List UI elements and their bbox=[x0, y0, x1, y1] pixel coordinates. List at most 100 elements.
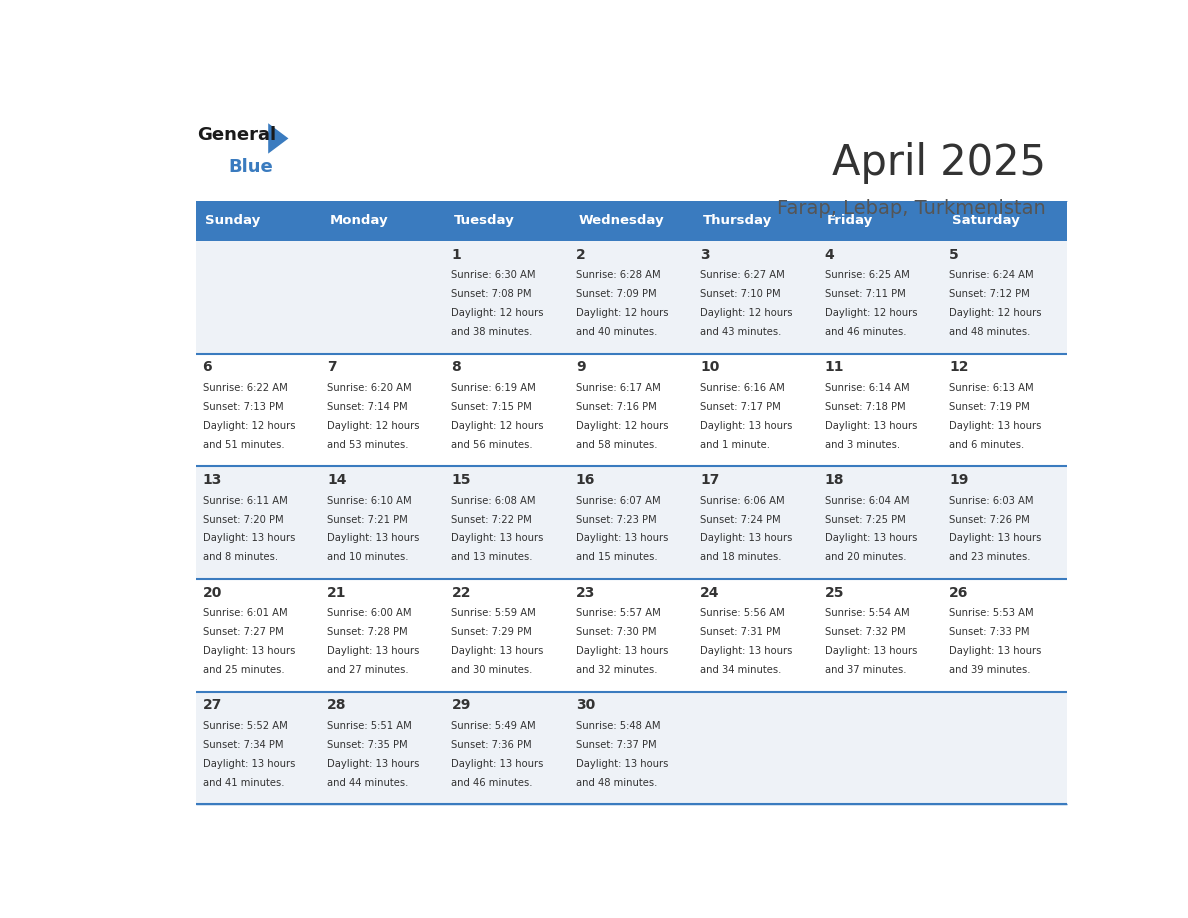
Text: Daylight: 13 hours: Daylight: 13 hours bbox=[203, 759, 295, 768]
Text: Sunset: 7:10 PM: Sunset: 7:10 PM bbox=[700, 289, 781, 299]
Text: Sunset: 7:33 PM: Sunset: 7:33 PM bbox=[949, 627, 1030, 637]
Text: Daylight: 13 hours: Daylight: 13 hours bbox=[700, 533, 792, 543]
FancyBboxPatch shape bbox=[694, 201, 819, 241]
Text: Monday: Monday bbox=[329, 214, 388, 228]
Text: Saturday: Saturday bbox=[952, 214, 1019, 228]
Text: 6: 6 bbox=[203, 361, 213, 375]
Text: and 56 minutes.: and 56 minutes. bbox=[451, 440, 533, 450]
Text: 8: 8 bbox=[451, 361, 461, 375]
Text: and 25 minutes.: and 25 minutes. bbox=[203, 665, 284, 675]
Text: Sunrise: 6:24 AM: Sunrise: 6:24 AM bbox=[949, 270, 1034, 280]
Text: Sunrise: 6:04 AM: Sunrise: 6:04 AM bbox=[824, 496, 909, 506]
Text: 14: 14 bbox=[327, 473, 347, 487]
Text: Daylight: 13 hours: Daylight: 13 hours bbox=[203, 533, 295, 543]
Text: and 6 minutes.: and 6 minutes. bbox=[949, 440, 1024, 450]
Text: Sunrise: 6:08 AM: Sunrise: 6:08 AM bbox=[451, 496, 536, 506]
FancyBboxPatch shape bbox=[943, 201, 1067, 241]
Text: 19: 19 bbox=[949, 473, 968, 487]
FancyBboxPatch shape bbox=[819, 353, 943, 466]
Text: Sunset: 7:29 PM: Sunset: 7:29 PM bbox=[451, 627, 532, 637]
Text: Daylight: 12 hours: Daylight: 12 hours bbox=[451, 420, 544, 431]
Text: Sunrise: 5:54 AM: Sunrise: 5:54 AM bbox=[824, 609, 909, 618]
Text: Sunrise: 6:03 AM: Sunrise: 6:03 AM bbox=[949, 496, 1034, 506]
Text: Daylight: 13 hours: Daylight: 13 hours bbox=[949, 533, 1042, 543]
Text: and 46 minutes.: and 46 minutes. bbox=[451, 778, 533, 788]
Text: Farap, Lebap, Turkmenistan: Farap, Lebap, Turkmenistan bbox=[777, 198, 1047, 218]
Text: Sunset: 7:08 PM: Sunset: 7:08 PM bbox=[451, 289, 532, 299]
Text: 9: 9 bbox=[576, 361, 586, 375]
Text: Sunset: 7:27 PM: Sunset: 7:27 PM bbox=[203, 627, 284, 637]
Text: and 38 minutes.: and 38 minutes. bbox=[451, 327, 533, 337]
FancyBboxPatch shape bbox=[446, 241, 570, 353]
Polygon shape bbox=[268, 123, 289, 153]
Text: and 53 minutes.: and 53 minutes. bbox=[327, 440, 409, 450]
Text: Sunset: 7:13 PM: Sunset: 7:13 PM bbox=[203, 402, 283, 412]
FancyBboxPatch shape bbox=[943, 241, 1067, 353]
FancyBboxPatch shape bbox=[196, 241, 321, 353]
Text: Daylight: 13 hours: Daylight: 13 hours bbox=[327, 646, 419, 656]
Text: Sunrise: 5:59 AM: Sunrise: 5:59 AM bbox=[451, 609, 536, 618]
Text: Sunset: 7:17 PM: Sunset: 7:17 PM bbox=[700, 402, 781, 412]
FancyBboxPatch shape bbox=[196, 466, 321, 579]
Text: 26: 26 bbox=[949, 586, 968, 599]
Text: Daylight: 13 hours: Daylight: 13 hours bbox=[451, 759, 544, 768]
Text: Daylight: 13 hours: Daylight: 13 hours bbox=[700, 646, 792, 656]
Text: Daylight: 12 hours: Daylight: 12 hours bbox=[949, 308, 1042, 318]
FancyBboxPatch shape bbox=[943, 579, 1067, 691]
Text: Sunrise: 6:17 AM: Sunrise: 6:17 AM bbox=[576, 383, 661, 393]
Text: 13: 13 bbox=[203, 473, 222, 487]
Text: Daylight: 13 hours: Daylight: 13 hours bbox=[327, 759, 419, 768]
Text: Sunrise: 6:30 AM: Sunrise: 6:30 AM bbox=[451, 270, 536, 280]
Text: and 3 minutes.: and 3 minutes. bbox=[824, 440, 899, 450]
Text: 18: 18 bbox=[824, 473, 845, 487]
Text: Sunset: 7:35 PM: Sunset: 7:35 PM bbox=[327, 740, 407, 750]
FancyBboxPatch shape bbox=[446, 691, 570, 804]
Text: Sunset: 7:32 PM: Sunset: 7:32 PM bbox=[824, 627, 905, 637]
FancyBboxPatch shape bbox=[196, 691, 321, 804]
Text: Sunset: 7:11 PM: Sunset: 7:11 PM bbox=[824, 289, 905, 299]
Text: Daylight: 13 hours: Daylight: 13 hours bbox=[576, 533, 669, 543]
Text: Daylight: 13 hours: Daylight: 13 hours bbox=[824, 646, 917, 656]
Text: Sunrise: 5:51 AM: Sunrise: 5:51 AM bbox=[327, 721, 412, 731]
Text: 11: 11 bbox=[824, 361, 845, 375]
Text: and 48 minutes.: and 48 minutes. bbox=[949, 327, 1030, 337]
Text: Sunrise: 6:25 AM: Sunrise: 6:25 AM bbox=[824, 270, 910, 280]
Text: 23: 23 bbox=[576, 586, 595, 599]
FancyBboxPatch shape bbox=[694, 466, 819, 579]
Text: 21: 21 bbox=[327, 586, 347, 599]
FancyBboxPatch shape bbox=[694, 353, 819, 466]
Text: Sunrise: 6:11 AM: Sunrise: 6:11 AM bbox=[203, 496, 287, 506]
Text: and 10 minutes.: and 10 minutes. bbox=[327, 553, 409, 563]
Text: 25: 25 bbox=[824, 586, 845, 599]
FancyBboxPatch shape bbox=[196, 579, 321, 691]
Text: Sunset: 7:20 PM: Sunset: 7:20 PM bbox=[203, 514, 283, 524]
Text: and 48 minutes.: and 48 minutes. bbox=[576, 778, 657, 788]
FancyBboxPatch shape bbox=[196, 201, 321, 241]
Text: Sunrise: 6:27 AM: Sunrise: 6:27 AM bbox=[700, 270, 785, 280]
Text: 12: 12 bbox=[949, 361, 968, 375]
Text: General: General bbox=[197, 126, 277, 144]
Text: and 37 minutes.: and 37 minutes. bbox=[824, 665, 906, 675]
Text: Sunrise: 5:53 AM: Sunrise: 5:53 AM bbox=[949, 609, 1034, 618]
Text: Sunset: 7:09 PM: Sunset: 7:09 PM bbox=[576, 289, 657, 299]
Text: Sunset: 7:25 PM: Sunset: 7:25 PM bbox=[824, 514, 905, 524]
Text: 27: 27 bbox=[203, 699, 222, 712]
Text: Sunset: 7:12 PM: Sunset: 7:12 PM bbox=[949, 289, 1030, 299]
Text: Daylight: 13 hours: Daylight: 13 hours bbox=[451, 533, 544, 543]
Text: Sunset: 7:30 PM: Sunset: 7:30 PM bbox=[576, 627, 657, 637]
FancyBboxPatch shape bbox=[321, 201, 446, 241]
Text: Daylight: 13 hours: Daylight: 13 hours bbox=[451, 646, 544, 656]
Text: Sunset: 7:23 PM: Sunset: 7:23 PM bbox=[576, 514, 657, 524]
Text: Daylight: 13 hours: Daylight: 13 hours bbox=[327, 533, 419, 543]
Text: Sunset: 7:19 PM: Sunset: 7:19 PM bbox=[949, 402, 1030, 412]
Text: and 15 minutes.: and 15 minutes. bbox=[576, 553, 657, 563]
Text: Sunrise: 6:13 AM: Sunrise: 6:13 AM bbox=[949, 383, 1034, 393]
FancyBboxPatch shape bbox=[819, 241, 943, 353]
Text: Sunrise: 6:07 AM: Sunrise: 6:07 AM bbox=[576, 496, 661, 506]
Text: and 32 minutes.: and 32 minutes. bbox=[576, 665, 657, 675]
Text: Daylight: 13 hours: Daylight: 13 hours bbox=[824, 420, 917, 431]
Text: Sunset: 7:24 PM: Sunset: 7:24 PM bbox=[700, 514, 781, 524]
Text: Sunset: 7:34 PM: Sunset: 7:34 PM bbox=[203, 740, 283, 750]
FancyBboxPatch shape bbox=[446, 466, 570, 579]
Text: 1: 1 bbox=[451, 248, 461, 262]
